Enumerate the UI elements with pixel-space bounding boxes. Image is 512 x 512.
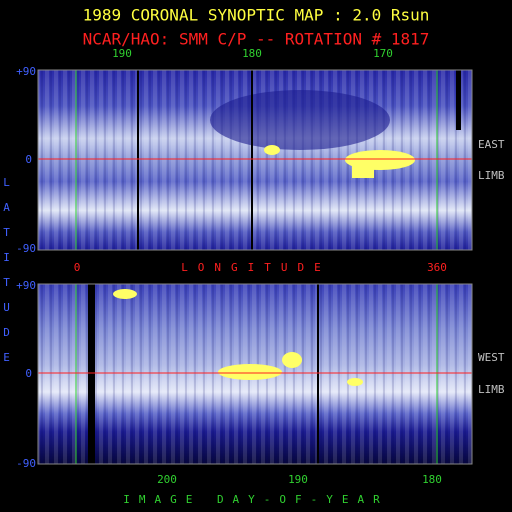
lat-label: +90 <box>16 65 36 78</box>
east-panel <box>37 69 473 251</box>
lat-label: 0 <box>25 153 32 166</box>
side-label: EAST <box>478 138 505 151</box>
top-tick-label: 190 <box>112 47 132 60</box>
side-label: WEST <box>478 351 505 364</box>
bottom-tick-label: 190 <box>288 473 308 486</box>
longitude-end: 360 <box>427 261 447 274</box>
lat-label: +90 <box>16 279 36 292</box>
bottom-axis-label: IMAGE DAY-OF-YEAR <box>123 493 389 506</box>
lat-label: -90 <box>16 457 36 470</box>
west-panel <box>37 283 473 465</box>
lat-label: -90 <box>16 242 36 255</box>
bottom-tick-label: 200 <box>157 473 177 486</box>
top-tick-label: 170 <box>373 47 393 60</box>
longitude-start: 0 <box>74 261 81 274</box>
side-label: LIMB <box>478 169 505 182</box>
longitude-label: LONGITUDE <box>181 261 331 274</box>
side-label: LIMB <box>478 383 505 396</box>
latitude-label: LATITUDE <box>0 176 13 376</box>
subtitle: NCAR/HAO: SMM C/P -- ROTATION # 1817 <box>83 30 430 49</box>
lat-label: 0 <box>25 367 32 380</box>
title: 1989 CORONAL SYNOPTIC MAP : 2.0 Rsun <box>83 6 430 25</box>
bottom-tick-label: 180 <box>422 473 442 486</box>
top-tick-label: 180 <box>242 47 262 60</box>
